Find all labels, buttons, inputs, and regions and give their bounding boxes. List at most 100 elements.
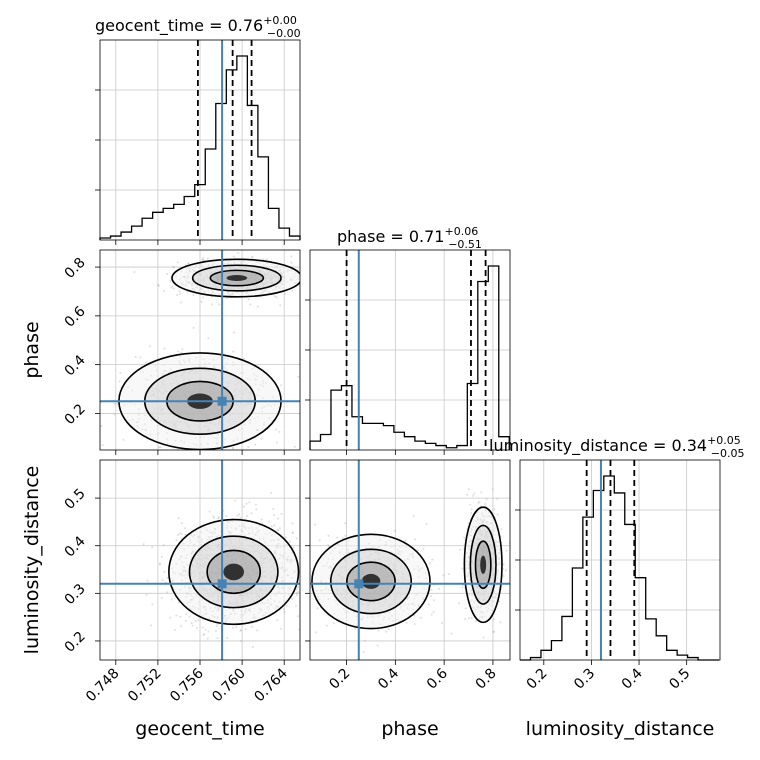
scatter-point	[207, 337, 210, 340]
x-tick-label: 0.8	[473, 666, 500, 693]
scatter-point	[256, 629, 259, 632]
scatter-point	[171, 285, 174, 288]
scatter-point	[169, 279, 172, 282]
scatter-point	[330, 277, 332, 279]
scatter-point	[482, 636, 485, 639]
scatter-point	[377, 629, 380, 632]
x-tick-label: 0.756	[167, 665, 207, 705]
scatter-point	[270, 525, 273, 528]
scatter-point	[218, 303, 221, 306]
scatter-point	[295, 604, 298, 607]
scatter-point	[362, 651, 365, 654]
scatter-point	[177, 517, 180, 520]
scatter-point	[301, 279, 303, 281]
scatter-point	[279, 304, 282, 307]
scatter-point	[318, 539, 321, 542]
scatter-point	[207, 630, 210, 633]
scatter-point	[305, 579, 307, 581]
scatter-point	[232, 626, 235, 629]
truth-marker	[217, 579, 227, 589]
scatter-point	[305, 552, 307, 554]
scatter-point	[176, 261, 179, 264]
scatter-point	[217, 516, 220, 519]
scatter-point	[173, 266, 176, 269]
scatter-frame	[309, 459, 511, 661]
scatter-point	[175, 538, 178, 541]
scatter-point	[290, 255, 293, 258]
scatter-point	[317, 284, 319, 286]
contour-line	[209, 269, 265, 287]
scatter-point	[192, 294, 195, 297]
scatter-point	[302, 585, 304, 587]
scatter-point	[272, 508, 275, 511]
scatter-point	[201, 296, 204, 299]
scatter-point	[295, 593, 298, 596]
scatter-point	[405, 621, 408, 624]
scatter-point	[142, 543, 145, 546]
scatter-point	[341, 537, 344, 540]
scatter-point	[265, 258, 268, 261]
scatter-point	[327, 534, 330, 537]
scatter-point	[467, 488, 470, 491]
scatter-point	[354, 628, 357, 631]
scatter-point	[175, 614, 178, 617]
scatter-point	[429, 595, 432, 598]
scatter-point	[190, 622, 193, 625]
scatter-point	[413, 622, 416, 625]
scatter-point	[280, 384, 283, 387]
scatter-point	[228, 464, 230, 466]
scatter-point	[212, 515, 215, 518]
scatter-point	[203, 632, 206, 635]
y-tick-label: 0.3	[62, 581, 89, 608]
scatter-point	[185, 613, 188, 616]
scatter-point	[256, 305, 259, 308]
scatter-point	[376, 644, 379, 647]
scatter-point	[428, 603, 431, 606]
scatter-point	[502, 563, 505, 566]
scatter-point	[260, 437, 263, 440]
scatter-point	[151, 603, 154, 606]
scatter-point	[157, 284, 160, 287]
contour-line	[171, 258, 300, 298]
scatter-point	[237, 251, 240, 254]
scatter-point	[119, 372, 122, 375]
scatter-point	[301, 586, 303, 588]
scatter-point	[172, 265, 175, 268]
scatter-point	[235, 625, 238, 628]
scatter-point	[472, 494, 475, 497]
scatter-point	[477, 501, 480, 504]
scatter-point	[413, 614, 416, 617]
scatter-point	[139, 356, 142, 359]
y-axis-title-phase: phase	[21, 321, 43, 378]
scatter-point	[151, 546, 154, 549]
x-tick-label: 0.748	[83, 666, 123, 706]
scatter-point	[470, 512, 473, 515]
scatter-point	[323, 270, 325, 272]
scatter-point	[180, 301, 183, 304]
x-tick-label: 0.4	[375, 665, 402, 692]
scatter-point	[480, 491, 483, 494]
scatter-point	[450, 632, 453, 635]
scatter-point	[301, 288, 303, 290]
scatter-point	[238, 513, 241, 516]
scatter-point	[166, 591, 169, 594]
scatter-point	[285, 604, 288, 607]
scatter-point	[484, 502, 487, 505]
x-axis-title-luminosity-distance: luminosity_distance	[526, 718, 715, 740]
scatter-point	[301, 277, 303, 279]
scatter-point	[262, 258, 265, 261]
scatter-point	[278, 527, 281, 530]
scatter-point	[180, 533, 183, 536]
scatter-point	[249, 303, 252, 306]
scatter-point	[325, 624, 328, 627]
scatter-point	[291, 531, 294, 534]
scatter-point	[304, 280, 306, 282]
scatter-point	[251, 256, 254, 259]
scatter-point	[145, 593, 148, 596]
scatter-point	[260, 518, 263, 521]
scatter-point	[291, 598, 294, 601]
scatter-point	[232, 350, 235, 353]
scatter-point	[280, 627, 283, 630]
scatter-point	[202, 256, 205, 259]
scatter-point	[186, 290, 189, 293]
